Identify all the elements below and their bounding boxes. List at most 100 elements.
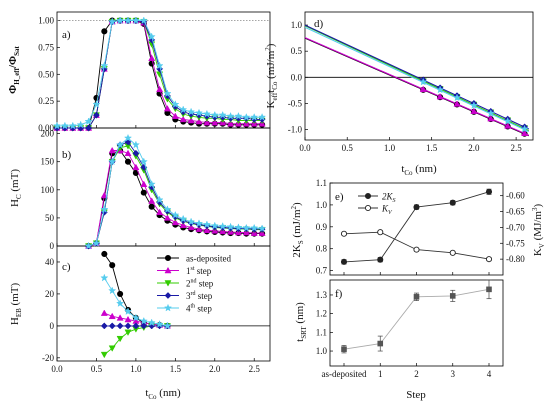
- data-point-0-3-5: [92, 111, 100, 119]
- data-point-2-4-7: [155, 319, 164, 328]
- y-tick-label-f-1: 1.1: [316, 327, 327, 337]
- y-tick-label-0-4: 1.00: [38, 16, 54, 26]
- data-point-0-4-2: [68, 121, 77, 130]
- data-point-d-4-4: [486, 109, 495, 117]
- data-point-0-3-4: [85, 124, 93, 132]
- y-tick-label-e-2: 0.9: [316, 222, 328, 232]
- y-tick-label-1-0: 0: [50, 241, 55, 251]
- data-point-1-0-5: [124, 158, 132, 165]
- data-point-1-1-5: [124, 149, 132, 157]
- fit-line-d-2: [304, 25, 530, 132]
- data-point-1-4-16: [210, 221, 219, 230]
- data-point-0-1-22: [227, 120, 235, 127]
- data-point-0-4-5: [92, 100, 101, 108]
- data-point-f-1: [377, 340, 384, 347]
- data-point-1-4-2: [100, 205, 109, 213]
- data-point-e-0-4: [485, 188, 493, 195]
- ylabel-a: ΦH_eff/ΦSat: [7, 45, 21, 93]
- ylabel-e-right-unit-end: ): [532, 204, 544, 208]
- data-point-1-4-15: [202, 220, 211, 229]
- xlabel-d-sub: Co: [404, 169, 413, 177]
- data-point-0-4-9: [123, 16, 133, 25]
- data-point-0-4-21: [218, 110, 227, 119]
- xlabel-c-main: t: [145, 387, 148, 399]
- data-point-0-4-19: [202, 109, 211, 118]
- y-tick-label-d-4: 1.0: [291, 20, 303, 30]
- data-point-1-4-0: [84, 241, 93, 250]
- data-point-1-4-22: [257, 224, 267, 233]
- x-tick-label-c-2: 1.0: [130, 364, 142, 374]
- data-point-0-4-4: [84, 117, 93, 126]
- data-point-d-1-1: [436, 92, 444, 100]
- data-point-0-3-25: [250, 115, 258, 123]
- data-point-2-3-4: [132, 322, 140, 330]
- data-point-0-4-20: [210, 110, 219, 119]
- ylabel-b-unit: (mT): [9, 169, 21, 192]
- legend-marker-0: [164, 254, 172, 262]
- y-tick-label-e-1: 0.8: [316, 244, 328, 254]
- ylabel-f-unit: (nm): [294, 302, 306, 324]
- ylabel-e-right: KV (MJ/m3): [531, 204, 546, 257]
- data-point-0-1-19: [203, 118, 211, 126]
- xlabel-c: tCo (nm): [145, 387, 181, 401]
- data-point-0-4-23: [234, 111, 243, 120]
- x-tick-label-c-5: 2.5: [249, 364, 261, 374]
- data-point-1-4-6: [131, 140, 140, 149]
- data-point-2-4-2: [116, 299, 125, 307]
- y-tick-label-f-0: 1.0: [316, 346, 328, 356]
- x-tick-label-d-4: 2.0: [468, 143, 480, 153]
- svg-text:ΦH_eff/ΦSat: ΦH_eff/ΦSat: [7, 45, 21, 93]
- data-point-0-0-6: [101, 28, 108, 35]
- ylabel-b-sub: C: [15, 194, 23, 199]
- legend-label-3: 3rd step: [186, 291, 213, 301]
- data-point-1-4-14: [194, 219, 204, 227]
- data-point-1-4-9: [155, 195, 164, 204]
- y-tick-label-d-0: -1.0: [288, 125, 303, 135]
- data-point-1-1-7: [140, 180, 148, 187]
- data-point-d-4-6: [520, 124, 529, 133]
- data-point-e-0-1: [377, 256, 384, 263]
- x-tick-label-c-0: 0.0: [51, 364, 63, 374]
- data-point-2-4-4: [131, 313, 141, 322]
- data-point-0-1-12: [148, 54, 156, 61]
- data-point-1-4-7: [139, 157, 148, 166]
- data-point-0-4-1: [60, 121, 69, 130]
- data-point-0-4-12: [147, 32, 156, 41]
- legend-label-2: 2nd step: [186, 279, 214, 289]
- legend-e-marker-0: [364, 192, 372, 200]
- data-point-2-4-5: [139, 316, 148, 325]
- xlabel-d-unit: (nm): [415, 163, 437, 175]
- data-point-1-1-13: [187, 223, 195, 231]
- ylabel-e-right-unit: (MJ/m: [532, 211, 544, 241]
- ylabel-e-unit: (mJ/m: [291, 209, 303, 238]
- data-point-2-1-3: [124, 315, 132, 323]
- data-point-2-3-0: [100, 322, 108, 330]
- data-point-0-4-15: [171, 100, 180, 108]
- panel-label-d: d): [314, 18, 324, 30]
- data-point-1-4-4: [116, 140, 125, 149]
- y-tick-label-d-3: 0.5: [291, 46, 303, 56]
- data-point-2-2-1: [108, 345, 116, 352]
- ylabel-e-right-sub: V: [538, 243, 546, 248]
- data-point-2-4-0: [100, 273, 109, 282]
- svg-text:tSRT (nm): tSRT (nm): [294, 302, 308, 342]
- data-point-1-4-19: [234, 223, 243, 231]
- data-point-2-0-1: [109, 262, 116, 269]
- y-tick-label-d-2: 0.0: [291, 72, 303, 82]
- ylabel-a-main: Φ: [7, 85, 19, 94]
- data-point-1-1-6: [132, 163, 140, 171]
- data-point-2-4-8: [163, 321, 172, 330]
- legend-marker-2: [164, 280, 172, 287]
- legend-label-4: 4th step: [186, 304, 212, 314]
- ylabel-c: HEB (mT): [9, 283, 23, 326]
- data-point-d-4-2: [452, 93, 462, 102]
- y-tick-label-2-2: 20: [45, 289, 55, 299]
- data-point-1-4-11: [171, 210, 180, 219]
- y-tick-label-e-right-3: -0.75: [506, 238, 525, 248]
- x-tick-label-c-1: 0.5: [91, 364, 103, 374]
- frame-d: [304, 11, 534, 141]
- y-tick-label-e-right-2: -0.70: [506, 222, 525, 232]
- ylabel-a-den-sub: Sat: [13, 45, 21, 55]
- x-tick-label-f-4: 4: [487, 369, 492, 379]
